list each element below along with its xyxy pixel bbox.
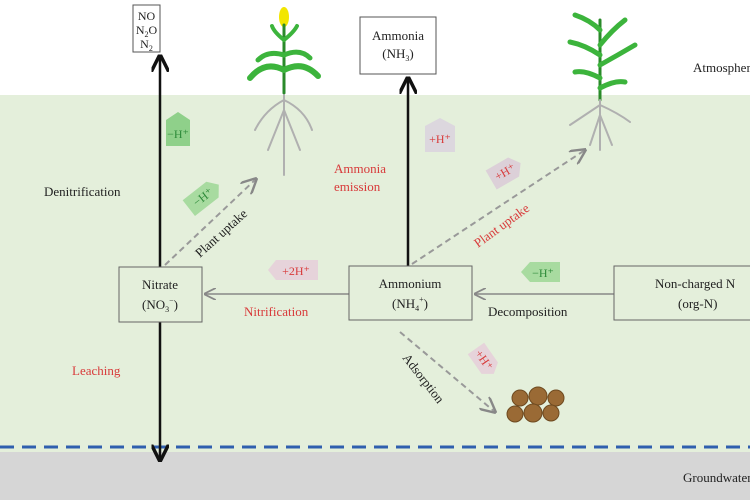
proton-tag-ammonia-emission: +H⁺ <box>425 118 455 152</box>
nitrate-box: Nitrate (NO3−) <box>118 266 203 323</box>
proton-tag-ammonium-uptake: +H⁺ <box>485 157 521 190</box>
proton-tag-adsorption: +H⁺ <box>467 342 498 374</box>
ammonium-formula: (NH4+) <box>392 295 428 313</box>
proton-tag-nitrification: +2H⁺ <box>268 260 318 280</box>
adsorption-arrow <box>399 331 495 412</box>
nitrate-name: Nitrate <box>142 277 178 292</box>
plant-icon <box>567 12 638 151</box>
n2o-label: N2O <box>136 23 158 39</box>
gases-box: NO N2O N2 <box>132 4 161 53</box>
n2-label: N2 <box>140 37 153 53</box>
proton-tag-denitrification: −H⁺ <box>166 112 190 146</box>
plant-icon <box>247 7 321 176</box>
ammonium-box: Ammonium (NH4+) <box>348 265 473 321</box>
ammonia-emission-label-2: emission <box>334 179 381 194</box>
organic-n-box: Non-charged N (org-N) <box>613 265 750 321</box>
groundwater-zone <box>0 452 750 500</box>
groundwater-label: Groundwater <box>683 470 750 485</box>
ammonia-name: Ammonia <box>372 28 424 43</box>
ammonia-formula: (NH3) <box>382 46 413 63</box>
organic-n-formula: (org-N) <box>678 296 717 311</box>
organic-n-name: Non-charged N <box>655 276 736 291</box>
svg-text:−H⁺: −H⁺ <box>532 266 554 280</box>
ammonia-emission-label-1: Ammonia <box>334 161 386 176</box>
no-label: NO <box>138 9 156 23</box>
ammonium-uptake-arrow <box>411 150 585 265</box>
svg-text:+2H⁺: +2H⁺ <box>282 264 310 278</box>
nitrification-label: Nitrification <box>244 304 309 319</box>
ammonium-name: Ammonium <box>379 276 442 291</box>
soil-particles-icon <box>506 386 565 423</box>
ammonia-box: Ammonia (NH3) <box>359 16 437 75</box>
atmosphere-label: Atmosphere <box>693 60 750 75</box>
leaching-label: Leaching <box>72 363 121 378</box>
denitrification-label: Denitrification <box>44 184 121 199</box>
decomposition-label: Decomposition <box>488 304 568 319</box>
nitrate-formula: (NO3−) <box>142 296 178 314</box>
proton-tag-decomposition: −H⁺ <box>521 262 560 282</box>
svg-text:+H⁺: +H⁺ <box>429 132 451 146</box>
nitrate-uptake-arrow <box>164 179 256 266</box>
svg-text:−H⁺: −H⁺ <box>167 127 189 141</box>
